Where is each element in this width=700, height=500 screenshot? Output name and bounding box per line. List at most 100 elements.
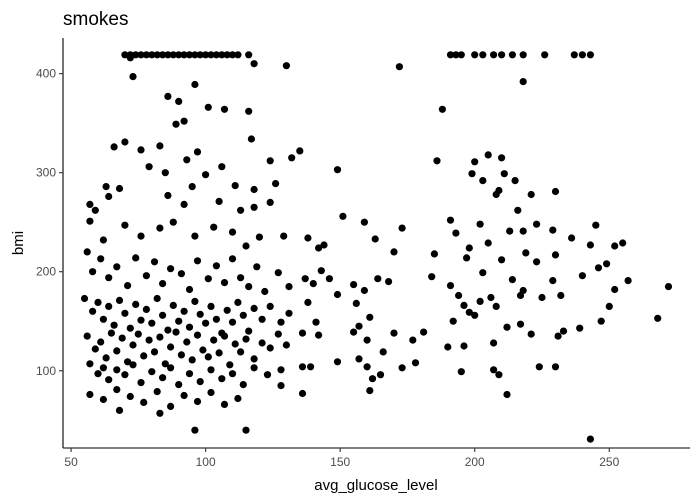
scatter-point <box>506 227 514 235</box>
scatter-point <box>255 233 263 241</box>
scatter-point <box>239 381 247 389</box>
scatter-point <box>191 51 199 59</box>
scatter-point <box>132 254 140 262</box>
scatter-point <box>559 327 568 335</box>
scatter-point <box>220 400 229 408</box>
scatter-point <box>185 285 194 294</box>
scatter-point <box>446 216 455 224</box>
scatter-point <box>363 363 371 371</box>
scatter-point <box>568 234 576 242</box>
y-tick-label: 200 <box>36 265 56 279</box>
scatter-point <box>134 330 142 338</box>
scatter-point <box>105 376 113 384</box>
x-axis-title: avg_glucose_level <box>314 477 437 494</box>
scatter-point <box>242 335 250 343</box>
scatter-point <box>159 51 167 59</box>
scatter-point <box>438 105 446 113</box>
scatter-point <box>296 147 304 155</box>
scatter-point <box>449 317 457 325</box>
scatter-point <box>156 333 164 341</box>
scatter-point <box>159 280 167 288</box>
scatter-point <box>420 328 428 336</box>
scatter-point <box>220 105 229 113</box>
scatter-point <box>167 265 175 273</box>
scatter-point <box>409 336 417 344</box>
scatter-point <box>86 217 94 225</box>
y-tick-label: 400 <box>36 67 56 81</box>
scatter-point <box>360 218 368 226</box>
scatter-point <box>452 51 460 59</box>
scatter-point <box>490 366 498 374</box>
scatter-point <box>325 275 333 283</box>
scatter-point <box>245 51 253 59</box>
scatter-point <box>172 328 180 336</box>
scatter-point <box>159 374 167 382</box>
scatter-point <box>398 224 406 232</box>
scatter-point <box>167 343 175 351</box>
scatter-point <box>304 298 312 306</box>
scatter-point <box>541 51 549 59</box>
scatter-point <box>298 363 307 371</box>
chart-title: smokes <box>63 9 128 30</box>
scatter-point <box>586 51 595 59</box>
y-tick-label: 100 <box>36 364 56 378</box>
scatter-point <box>245 107 253 115</box>
scatter-point <box>522 249 530 257</box>
scatter-point <box>150 258 159 266</box>
scatter-point <box>185 370 194 378</box>
scatter-point <box>247 135 255 143</box>
scatter-point <box>508 276 516 284</box>
scatter-point <box>177 351 185 359</box>
scatter-point <box>366 313 374 321</box>
scatter-point <box>212 262 220 270</box>
scatter-point <box>86 390 94 399</box>
scatter-point <box>89 307 97 315</box>
scatter-point <box>533 258 541 266</box>
scatter-point <box>105 302 113 310</box>
scatter-point <box>285 283 293 291</box>
scatter-point <box>624 277 632 285</box>
scatter-point <box>500 170 508 178</box>
scatter-point <box>277 382 285 390</box>
scatter-point <box>228 255 237 263</box>
scatter-point <box>603 260 611 268</box>
scatter-point <box>250 364 258 372</box>
scatter-point <box>379 348 387 356</box>
scatter-point <box>202 319 210 327</box>
scatter-point <box>315 244 323 252</box>
scatter-point <box>376 371 385 379</box>
scatter-point <box>484 151 492 159</box>
x-axis-ticks: 50 100 150 200 250 <box>64 448 620 469</box>
scatter-point <box>492 302 500 310</box>
scatter-point <box>239 311 247 319</box>
scatter-point <box>611 242 619 250</box>
scatter-point <box>83 332 91 340</box>
scatter-point <box>204 103 212 111</box>
scatter-point <box>514 206 522 214</box>
scatter-point <box>188 356 196 364</box>
scatter-point <box>207 51 215 59</box>
scatter-point <box>578 272 587 280</box>
scatter-point <box>126 54 134 62</box>
x-tick-label: 250 <box>599 455 619 469</box>
scatter-point <box>576 324 584 332</box>
scatter-point <box>164 191 172 200</box>
scatter-point <box>231 182 239 190</box>
scatter-point <box>121 138 129 146</box>
scatter-point <box>468 170 476 178</box>
scatter-point <box>124 358 132 366</box>
scatter-point <box>175 317 183 325</box>
scatter-point <box>207 388 215 397</box>
scatter-point <box>126 392 134 401</box>
scatter-point <box>94 298 102 306</box>
scatter-point <box>188 183 196 191</box>
scatter-point <box>94 370 102 378</box>
scatter-point <box>202 171 210 179</box>
scatter-point <box>99 315 107 323</box>
scatter-point <box>460 301 468 309</box>
scatter-point <box>80 294 89 303</box>
scatter-point <box>121 371 129 379</box>
scatter-point <box>479 51 487 59</box>
scatter-point <box>140 352 148 360</box>
scatter-point <box>490 51 498 59</box>
